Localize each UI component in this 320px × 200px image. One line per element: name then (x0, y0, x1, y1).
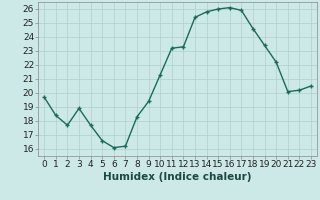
X-axis label: Humidex (Indice chaleur): Humidex (Indice chaleur) (103, 172, 252, 182)
